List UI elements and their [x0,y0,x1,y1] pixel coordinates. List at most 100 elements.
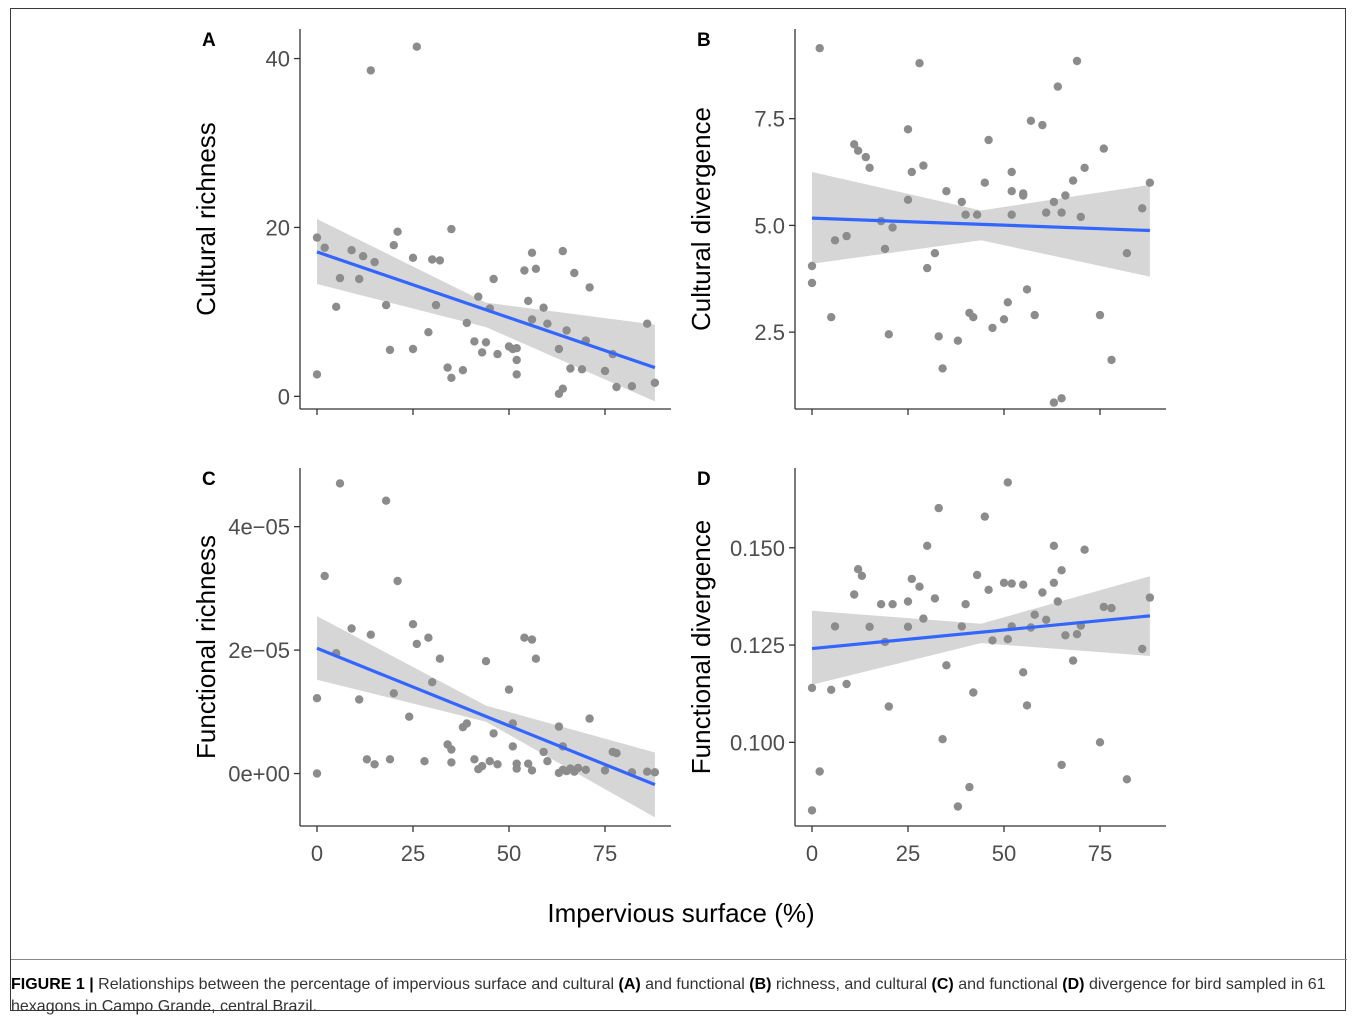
data-point [370,760,378,768]
data-point [965,783,973,791]
data-point [988,324,996,332]
data-point [332,303,340,311]
data-point [513,356,521,364]
data-point [1123,249,1131,257]
data-point [1008,211,1016,219]
data-point [528,315,536,323]
data-point [463,719,471,727]
data-point [436,256,444,264]
data-point [386,346,394,354]
panel-label: A [202,30,216,51]
data-point [543,757,551,765]
y-tick-label: 0e+00 [228,762,290,787]
data-point [1080,164,1088,172]
panel-label: B [697,30,711,51]
data-point [336,274,344,282]
data-point [1050,398,1058,406]
caption-ref-d: (D) [1062,976,1084,993]
x-tick-label: 50 [497,841,521,866]
data-point [885,330,893,338]
data-point [1069,656,1077,664]
panel-a: 0 20 40 Cultural richness A [191,29,671,415]
data-point [885,702,893,710]
data-point [1023,285,1031,293]
data-point [958,198,966,206]
data-point [528,249,536,257]
data-point [651,768,659,776]
data-point [478,348,486,356]
data-point [942,661,950,669]
data-point [831,236,839,244]
data-point [601,766,609,774]
data-point [1038,121,1046,129]
y-axis-title: Functional richness [191,535,221,759]
data-point [355,695,363,703]
data-point [808,806,816,814]
data-point [881,245,889,253]
data-point [816,44,824,52]
figure-caption: FIGURE 1 | Relationships between the per… [11,974,1351,1018]
data-point [1138,204,1146,212]
data-point [842,680,850,688]
data-point [904,623,912,631]
data-point [528,766,536,774]
data-point [470,755,478,763]
data-point [643,320,651,328]
data-point [923,542,931,550]
figure-frame: 0 20 40 Cultural richness A 2.5 5.0 7.5 Cultural… [10,8,1346,1011]
data-point [382,301,390,309]
data-point [1008,168,1016,176]
data-point [543,320,551,328]
data-point [931,249,939,257]
data-point [386,755,394,763]
data-point [858,572,866,580]
data-point [1107,356,1115,364]
data-point [539,748,547,756]
y-tick-label: 0.150 [730,536,785,561]
data-point [969,688,977,696]
data-point [1123,775,1131,783]
data-point [528,635,536,643]
data-point [370,258,378,266]
data-point [954,802,962,810]
data-point [1057,761,1065,769]
data-point [321,244,329,252]
data-point [524,297,532,305]
data-point [888,223,896,231]
data-point [355,275,363,283]
data-point [942,187,950,195]
data-point [1008,579,1016,587]
data-point [1019,581,1027,589]
caption-label: FIGURE 1 | [11,976,94,993]
panel-c: 0e+002e−054e−050 25 50 75Functional richnes… [191,468,671,866]
data-point [842,232,850,240]
y-tick-label: 0.125 [730,633,785,658]
data-point [1031,311,1039,319]
data-point [559,385,567,393]
data-point [862,153,870,161]
shared-x-axis-title: Impervious surface (%) [547,898,814,928]
data-point [459,366,467,374]
data-point [509,742,517,750]
data-point [321,572,329,580]
data-point [555,722,563,730]
data-point [413,640,421,648]
data-point [367,631,375,639]
data-point [447,745,455,753]
data-point [919,161,927,169]
data-point [367,66,375,74]
caption-text-1: Relationships between the percentage of … [98,976,618,993]
data-point [1073,57,1081,65]
data-point [347,246,355,254]
data-point [390,241,398,249]
data-point [908,168,916,176]
data-point [505,685,513,693]
y-tick-label: 7.5 [754,107,785,132]
panel-b: 2.55.07.5Cultural divergenceB [686,29,1166,415]
data-point [1000,315,1008,323]
data-point [574,764,582,772]
data-point [1004,635,1012,643]
y-axis-title: Cultural richness [191,122,221,316]
data-point [827,313,835,321]
y-tick-label: 2.5 [754,320,785,345]
